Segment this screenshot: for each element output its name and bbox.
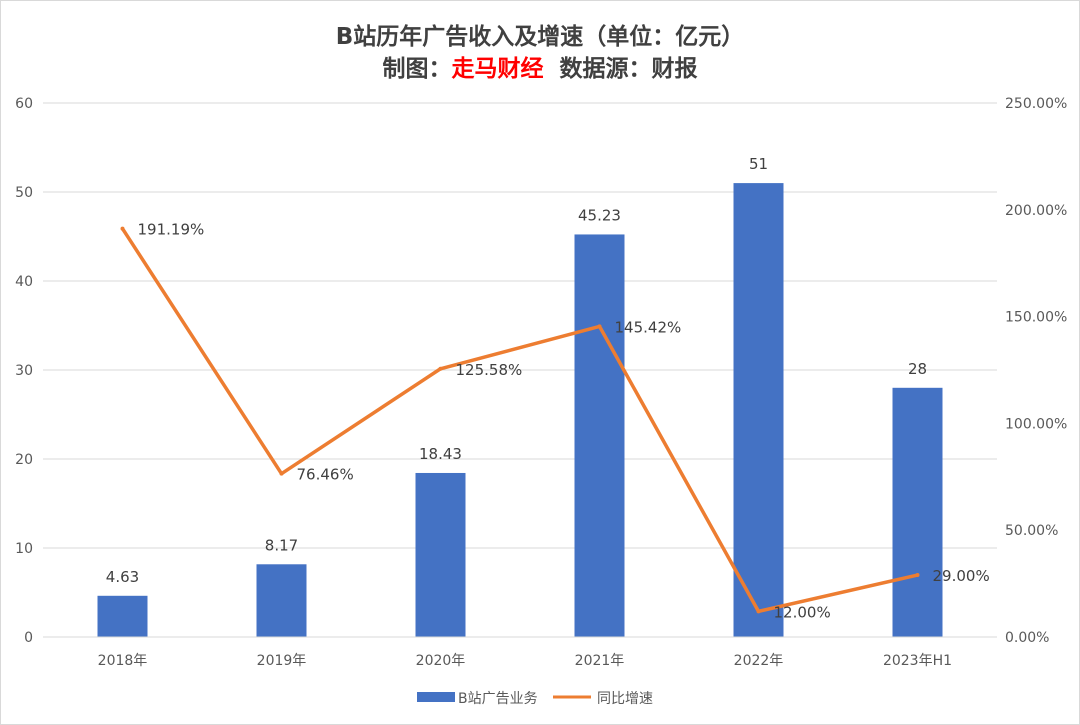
line-data-label: 145.42% <box>615 318 682 336</box>
line-data-label: 76.46% <box>297 466 354 484</box>
subtitle-highlight: 走马财经 <box>451 56 544 82</box>
left-tick-label: 10 <box>15 541 33 557</box>
left-axis: 0 10 20 30 40 50 60 <box>15 96 33 646</box>
left-tick-label: 30 <box>15 363 33 379</box>
bar-data-label: 51 <box>749 155 768 173</box>
legend[interactable]: B站广告业务 同比增速 <box>417 691 653 707</box>
bar <box>415 472 466 637</box>
left-tick-label: 40 <box>15 274 33 290</box>
right-tick-label: 50.00% <box>1005 523 1058 539</box>
x-tick-label: 2019年 <box>257 653 307 669</box>
bar <box>733 183 784 637</box>
x-axis: 2018年 2019年 2020年 2021年 2022年 2023年H1 <box>43 636 997 669</box>
bar-data-label: 45.23 <box>578 206 621 224</box>
right-tick-label: 150.00% <box>1005 310 1067 326</box>
x-tick-label: 2018年 <box>98 653 148 669</box>
legend-label-line: 同比增速 <box>597 691 653 707</box>
line-point <box>756 609 761 614</box>
right-tick-label: 100.00% <box>1005 416 1067 432</box>
bar-data-label: 8.17 <box>265 536 298 554</box>
x-tick-label: 2023年H1 <box>883 653 952 669</box>
bar-series <box>97 183 943 637</box>
line-point <box>597 324 602 329</box>
x-tick-label: 2021年 <box>575 653 625 669</box>
growth-line <box>121 227 918 614</box>
right-tick-label: 250.00% <box>1005 96 1067 112</box>
x-tick-label: 2022年 <box>734 653 784 669</box>
bar-data-label: 4.63 <box>106 568 139 586</box>
legend-swatch-bar <box>417 692 455 702</box>
bar <box>256 564 307 637</box>
left-tick-label: 50 <box>15 185 33 201</box>
bar <box>97 595 148 637</box>
left-tick-label: 60 <box>15 96 33 112</box>
chart-title: B站历年广告收入及增速（单位：亿元） <box>335 24 745 50</box>
line-data-label: 191.19% <box>138 221 205 239</box>
bar-data-label: 28 <box>908 360 927 378</box>
line-point <box>120 226 125 231</box>
line-data-label: 29.00% <box>933 567 990 585</box>
left-tick-label: 20 <box>15 452 33 468</box>
line-point <box>915 573 920 578</box>
left-tick-label: 0 <box>24 630 33 646</box>
legend-label-bar: B站广告业务 <box>458 691 538 707</box>
line-point <box>279 471 284 476</box>
bar-data-label: 18.43 <box>419 445 462 463</box>
subtitle-suffix: 数据源：财报 <box>543 56 698 82</box>
right-tick-label: 200.00% <box>1005 203 1067 219</box>
chart-subtitle: 制图：走马财经 数据源：财报 <box>1 49 1079 83</box>
bar <box>574 234 625 637</box>
subtitle-prefix: 制图： <box>382 56 452 82</box>
line-data-label: 125.58% <box>456 361 523 379</box>
right-axis: 0.00% 50.00% 100.00% 150.00% 200.00% 250.00% <box>1005 96 1067 646</box>
line-series <box>120 226 920 614</box>
line-data-label: 12.00% <box>774 603 831 621</box>
line-point <box>438 366 443 371</box>
bar <box>892 387 943 637</box>
x-tick-label: 2020年 <box>416 653 466 669</box>
right-tick-label: 0.00% <box>1005 630 1049 646</box>
data-labels: 4.63 8.17 18.43 45.23 51 28 191.19% 76.46% 125.5… <box>106 155 990 621</box>
